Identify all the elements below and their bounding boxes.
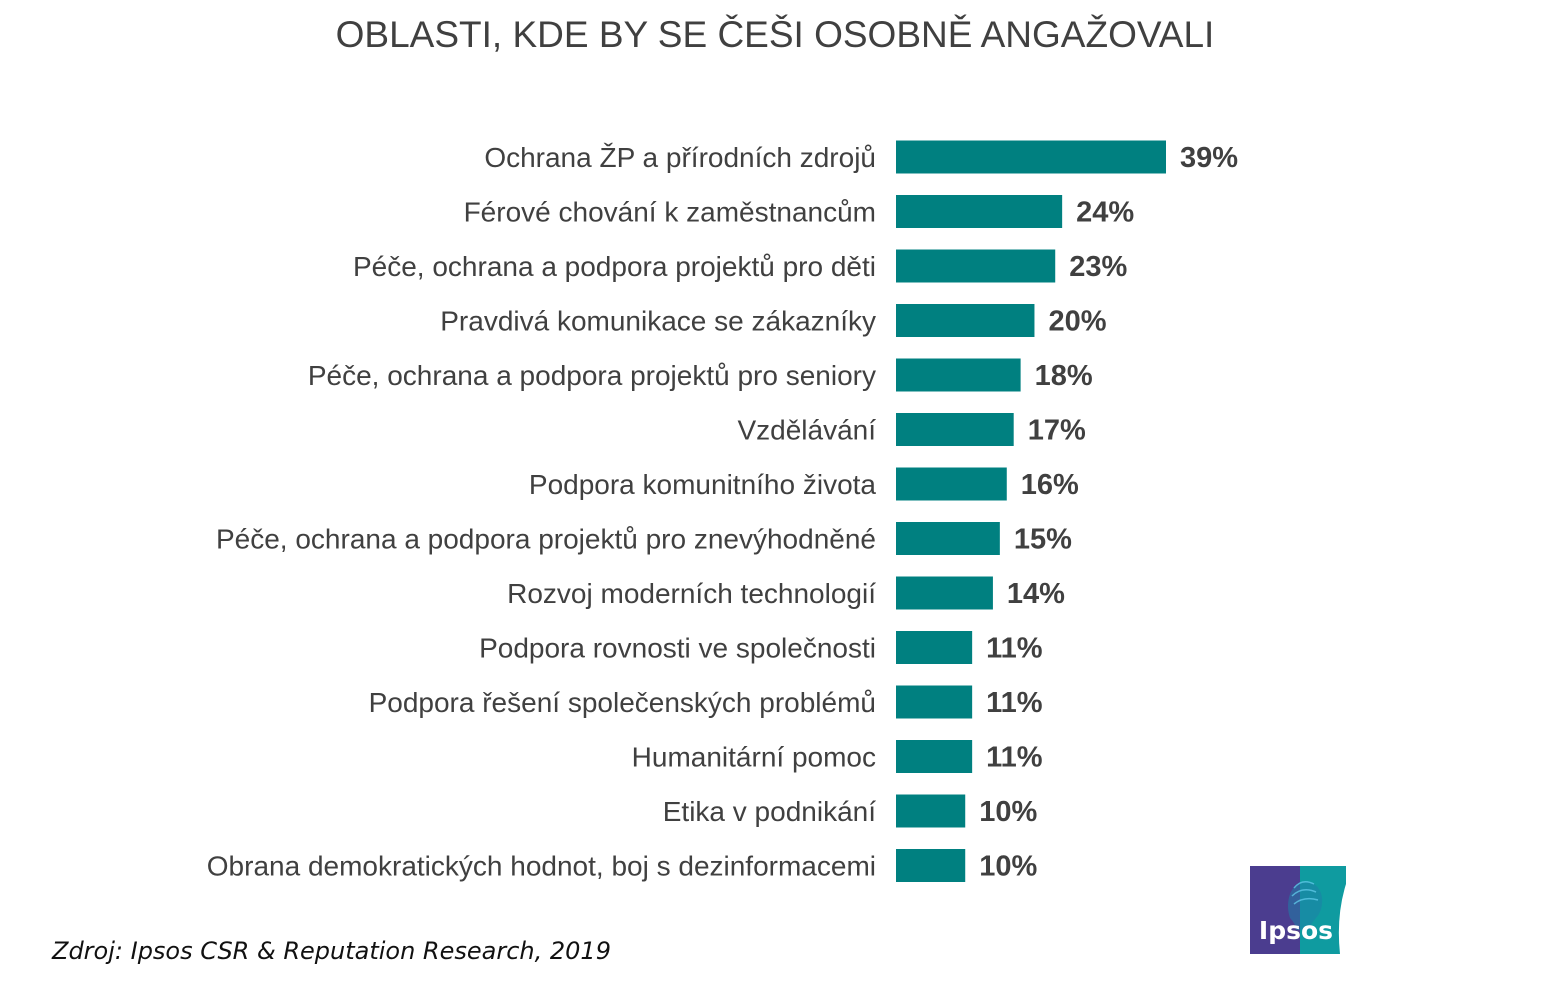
value-label: 10%: [979, 796, 1037, 828]
value-label: 17%: [1028, 415, 1086, 447]
category-label: Obrana demokratických hodnot, boj s dezi…: [207, 851, 876, 882]
value-label: 23%: [1069, 251, 1127, 283]
value-label: 24%: [1076, 197, 1134, 229]
value-label: 15%: [1014, 524, 1072, 556]
value-label: 18%: [1035, 360, 1093, 392]
category-label: Ochrana ŽP a přírodních zdrojů: [484, 142, 876, 173]
category-label: Férové chování k zaměstnancům: [464, 197, 876, 228]
ipsos-logo-text: Ipsos: [1259, 916, 1333, 945]
category-label: Péče, ochrana a podpora projektů pro dět…: [353, 251, 876, 282]
value-label: 20%: [1048, 306, 1106, 338]
category-label: Pravdivá komunikace se zákazníky: [440, 306, 876, 337]
bar: [896, 140, 1166, 174]
bar: [896, 249, 1056, 283]
category-label: Humanitární pomoc: [632, 742, 876, 773]
bar: [896, 413, 1014, 446]
value-label: 10%: [979, 851, 1037, 883]
category-label: Péče, ochrana a podpora projektů pro sen…: [308, 360, 876, 391]
bar: [896, 794, 966, 828]
value-label: 11%: [986, 687, 1043, 719]
category-label: Podpora komunitního života: [529, 469, 877, 500]
bar: [896, 740, 973, 773]
bar: [896, 631, 973, 664]
bar: [896, 195, 1063, 228]
bar: [896, 467, 1007, 501]
category-label: Etika v podnikání: [663, 796, 876, 827]
bar: [896, 358, 1021, 392]
category-label: Podpora řešení společenských problémů: [369, 687, 876, 718]
category-label: Rozvoj moderních technologií: [507, 578, 876, 609]
value-label: 11%: [986, 633, 1043, 665]
ipsos-head-icon: Ipsos: [1250, 866, 1346, 954]
category-label: Podpora rovnosti ve společnosti: [479, 633, 876, 664]
source-note: Zdroj: Ipsos CSR & Reputation Research, …: [52, 937, 611, 965]
bar: [896, 522, 1000, 555]
ipsos-logo: Ipsos: [1250, 866, 1346, 954]
value-label: 39%: [1180, 142, 1238, 174]
bar: [896, 685, 973, 719]
bar: [896, 849, 966, 882]
value-label: 16%: [1021, 469, 1079, 501]
category-label: Vzdělávání: [737, 415, 876, 446]
category-label: Péče, ochrana a podpora projektů pro zne…: [216, 524, 876, 555]
bar-chart: Ochrana ŽP a přírodních zdrojů 39% Férové …: [207, 140, 1238, 883]
bar: [896, 304, 1035, 337]
chart-title: OBLASTI, KDE BY SE ČEŠI OSOBNĚ ANGAŽOVAL…: [335, 14, 1215, 55]
value-label: 14%: [1007, 578, 1065, 610]
bar: [896, 576, 993, 610]
value-label: 11%: [986, 742, 1043, 774]
